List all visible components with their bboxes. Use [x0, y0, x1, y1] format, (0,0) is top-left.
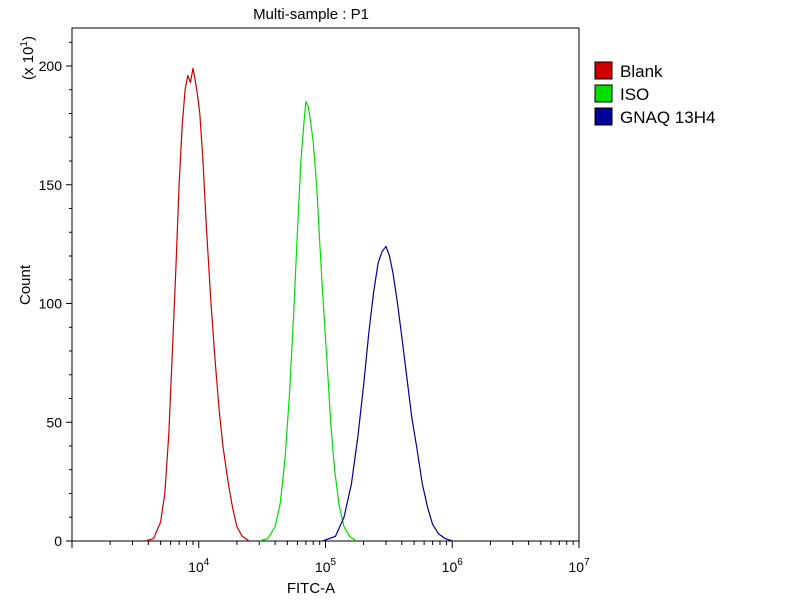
y-tick-label-200: 200 — [39, 58, 63, 74]
legend-label-blank: Blank — [620, 62, 663, 81]
legend-label-iso: ISO — [620, 85, 649, 104]
x-tick-label-6: 106 — [442, 557, 464, 575]
y-axis-label: Count — [17, 264, 34, 305]
x-tick-label-5: 105 — [315, 557, 337, 575]
x-tick-label-7: 107 — [568, 557, 590, 575]
series-line-iso — [259, 101, 357, 542]
x-tick-label-4: 104 — [188, 557, 210, 575]
x-axis-label: FITC-A — [287, 580, 335, 597]
legend: Blank ISO GNAQ 13H4 — [594, 61, 715, 127]
y-tick-label-0: 0 — [54, 533, 62, 549]
legend-swatch-blank — [594, 61, 613, 80]
y-tick-label-50: 50 — [46, 414, 62, 430]
legend-swatch-iso — [594, 84, 613, 103]
series-layer — [145, 67, 453, 542]
y-tick-label-150: 150 — [39, 177, 63, 193]
plot-area-frame — [71, 27, 580, 542]
axis-ticks: 0 50 100 150 200 104 105 106 107 — [39, 41, 590, 575]
y-tick-label-100: 100 — [39, 296, 63, 312]
legend-label-gnaq-13h4: GNAQ 13H4 — [620, 108, 715, 127]
y-multiplier-label: (x 101) — [19, 36, 37, 80]
series-line-blank — [145, 67, 250, 542]
series-line-gnaq-13h4 — [322, 245, 453, 542]
chart-title: Multi-sample : P1 — [253, 6, 369, 23]
legend-swatch-gnaq-13h4 — [594, 107, 613, 126]
